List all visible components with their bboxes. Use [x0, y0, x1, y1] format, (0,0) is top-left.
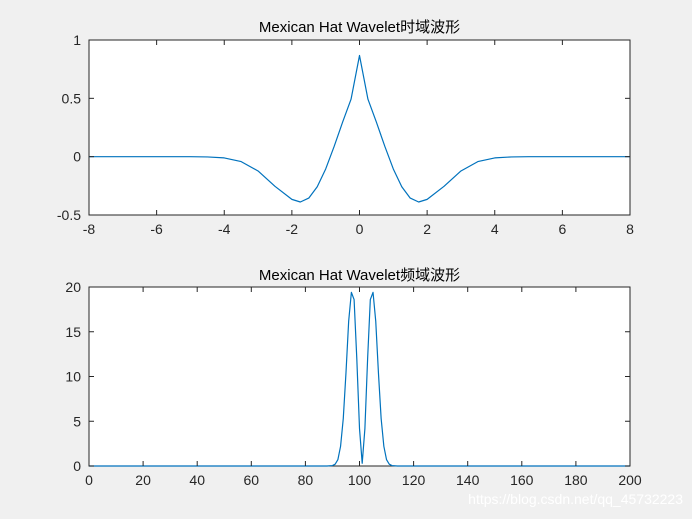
time-domain-x-tick-label: 4 — [491, 221, 499, 237]
time-domain-x-tick-label: 8 — [626, 221, 634, 237]
frequency-domain-axes: 0 20 40 60 80 100 120 140 160 180 200 0 5 10 15 20 Mex… — [65, 267, 641, 488]
frequency-domain-series — [89, 291, 630, 467]
frequency-domain-y-tick-label: 10 — [65, 369, 81, 385]
watermark: https://blog.csdn.net/qq_45732223 — [468, 491, 683, 507]
time-domain-y-tick-label: 1 — [73, 32, 81, 48]
time-domain-y-tick-label: -0.5 — [57, 207, 81, 223]
frequency-domain-y-tick-label: 5 — [73, 413, 81, 429]
frequency-domain-plot-area — [88, 286, 631, 467]
frequency-domain-x-tick-label: 80 — [298, 472, 314, 488]
time-domain-y-tick-label: 0.5 — [62, 90, 82, 106]
time-domain-plot-area — [88, 39, 631, 216]
time-domain-series — [88, 54, 631, 203]
time-domain-x-tick-label: -8 — [83, 221, 96, 237]
time-domain-x-tick-label: 6 — [558, 221, 566, 237]
time-domain-x-tick-label: -4 — [218, 221, 231, 237]
frequency-domain-y-tick-label: 15 — [65, 324, 81, 340]
frequency-domain-y-tick-label: 0 — [73, 458, 81, 474]
time-domain-x-tick-label: -2 — [286, 221, 299, 237]
time-domain-x-tick-label: 2 — [423, 221, 431, 237]
time-domain-y-ticks: -0.5 0 0.5 1 — [57, 32, 630, 223]
frequency-domain-y-tick-label: 20 — [65, 279, 81, 295]
time-domain-axes: -8 -6 -4 -2 0 2 4 6 8 -0.5 0 0.5 1 Mexican Hat Wave… — [57, 19, 634, 237]
frequency-domain-x-tick-label: 180 — [564, 472, 588, 488]
time-domain-series-line-0 — [88, 54, 631, 203]
frequency-domain-x-tick-label: 0 — [85, 472, 93, 488]
time-domain-title: Mexican Hat Wavelet时域波形 — [259, 19, 460, 36]
time-domain-x-ticks: -8 -6 -4 -2 0 2 4 6 8 — [83, 40, 634, 237]
frequency-domain-x-tick-label: 20 — [135, 472, 151, 488]
frequency-domain-x-tick-label: 140 — [456, 472, 480, 488]
time-domain-x-tick-label: -6 — [150, 221, 163, 237]
frequency-domain-x-tick-label: 120 — [402, 472, 426, 488]
frequency-domain-title: Mexican Hat Wavelet频域波形 — [259, 267, 460, 284]
frequency-domain-y-ticks: 0 5 10 15 20 — [65, 279, 630, 474]
frequency-domain-x-tick-label: 100 — [348, 472, 372, 488]
time-domain-x-tick-label: 0 — [356, 221, 364, 237]
frequency-domain-x-ticks: 0 20 40 60 80 100 120 140 160 180 200 — [85, 287, 642, 488]
frequency-domain-x-tick-label: 60 — [244, 472, 260, 488]
frequency-domain-x-tick-label: 40 — [189, 472, 205, 488]
frequency-domain-x-tick-label: 160 — [510, 472, 534, 488]
frequency-domain-series-line-0 — [89, 291, 630, 467]
time-domain-y-tick-label: 0 — [73, 149, 81, 165]
frequency-domain-x-tick-label: 200 — [618, 472, 642, 488]
